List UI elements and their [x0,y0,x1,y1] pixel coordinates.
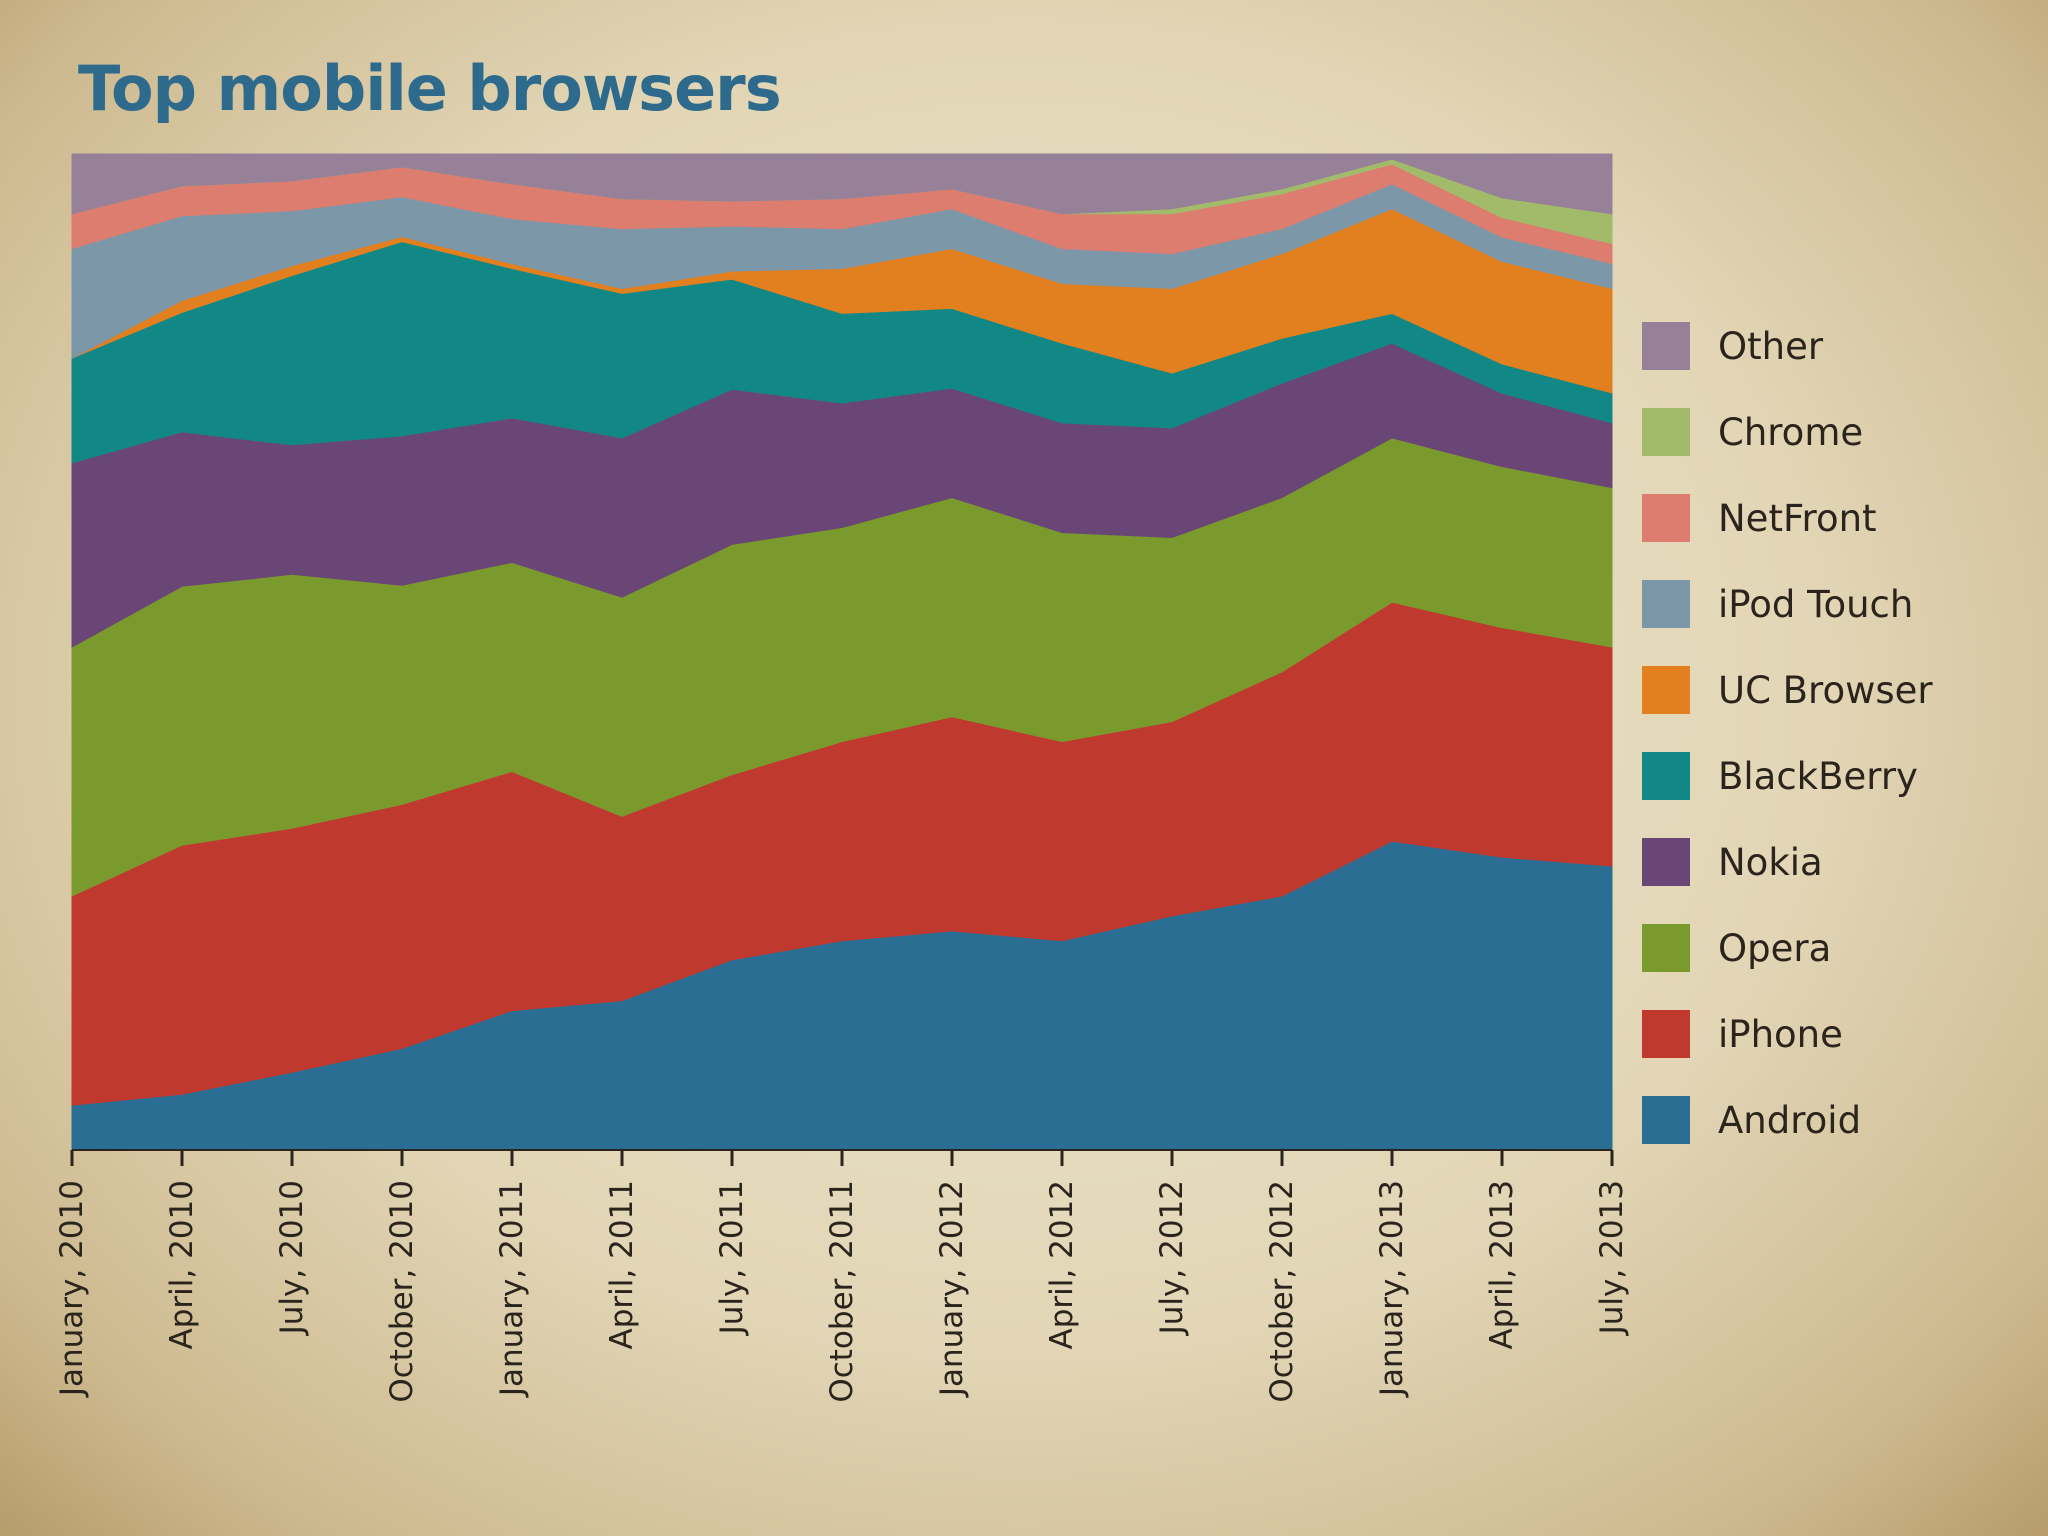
legend: Other Chrome NetFront iPod Touch UC Browser B… [1642,322,1933,1144]
legend-swatch [1642,322,1690,370]
legend-swatch [1642,1010,1690,1058]
x-tick-label: January, 2010 [54,1180,90,1398]
legend-swatch [1642,838,1690,886]
legend-item-chrome: Chrome [1642,408,1863,456]
legend-label: Chrome [1718,411,1863,454]
legend-swatch [1642,580,1690,628]
x-tick-label: July, 2010 [274,1180,310,1336]
x-tick-label: July, 2012 [1154,1180,1190,1336]
x-tick-label: April, 2013 [1484,1180,1520,1349]
area-series-group [71,153,1613,1151]
legend-item-iphone: iPhone [1642,1010,1843,1058]
x-tick-label: April, 2010 [164,1180,200,1349]
chart-title: Top mobile browsers [78,52,782,125]
x-tick-label: January, 2013 [1374,1180,1410,1398]
legend-item-other: Other [1642,322,1824,370]
legend-item-blackberry: BlackBerry [1642,752,1918,800]
legend-item-nokia: Nokia [1642,838,1823,886]
legend-swatch [1642,1096,1690,1144]
legend-swatch [1642,494,1690,542]
x-tick-label: July, 2013 [1594,1180,1630,1336]
x-tick-label: October, 2011 [824,1180,860,1403]
x-tick-label: April, 2011 [604,1180,640,1349]
legend-item-uc-browser: UC Browser [1642,666,1933,714]
legend-item-ipod-touch: iPod Touch [1642,580,1913,628]
legend-label: Other [1718,325,1824,368]
legend-item-android: Android [1642,1096,1861,1144]
legend-item-netfront: NetFront [1642,494,1877,542]
legend-label: Android [1718,1099,1861,1142]
x-tick-label: July, 2011 [714,1180,750,1336]
legend-item-opera: Opera [1642,924,1831,972]
x-tick-label: April, 2012 [1044,1180,1080,1349]
x-tick-label: October, 2010 [384,1180,420,1403]
legend-label: iPod Touch [1718,583,1913,626]
legend-label: BlackBerry [1718,755,1918,798]
legend-label: iPhone [1718,1013,1843,1056]
area-other [71,153,1613,215]
x-tick-label: January, 2012 [934,1180,970,1398]
x-tick-label: October, 2012 [1264,1180,1300,1403]
legend-swatch [1642,408,1690,456]
legend-label: Opera [1718,927,1831,970]
legend-label: NetFront [1718,497,1877,540]
x-tick-label: January, 2011 [494,1180,530,1398]
legend-swatch [1642,666,1690,714]
x-axis: January, 2010 April, 2010 July, 2010 Octobe… [54,1149,1630,1403]
legend-label: Nokia [1718,841,1823,884]
legend-label: UC Browser [1718,669,1933,712]
legend-swatch [1642,752,1690,800]
legend-swatch [1642,924,1690,972]
